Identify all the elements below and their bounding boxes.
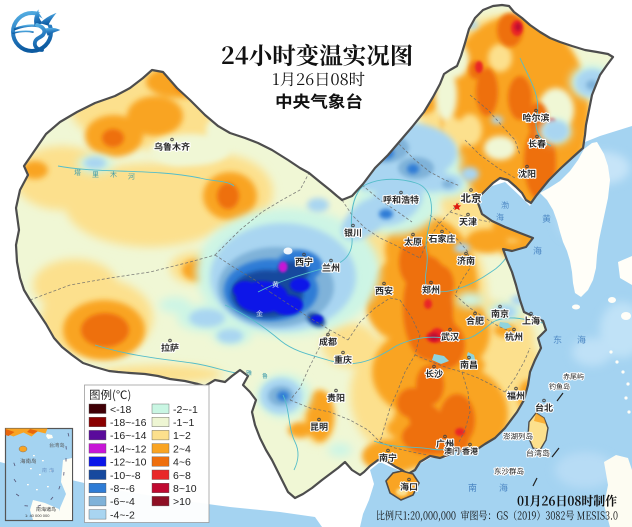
- svg-text:-8~-6: -8~-6: [110, 483, 135, 495]
- svg-text:-4~-2: -4~-2: [110, 509, 135, 521]
- svg-text:6~8: 6~8: [173, 470, 191, 482]
- svg-text:-2~-1: -2~-1: [173, 404, 198, 416]
- svg-text:1~2: 1~2: [173, 430, 191, 442]
- svg-text:>10: >10: [173, 496, 191, 508]
- svg-text:4~6: 4~6: [173, 457, 191, 469]
- svg-text:-16~-14: -16~-14: [110, 430, 147, 442]
- svg-text:-1~1: -1~1: [173, 417, 194, 429]
- svg-text:-14~-12: -14~-12: [110, 443, 147, 455]
- svg-text:-18~-16: -18~-16: [110, 417, 147, 429]
- svg-text:-10~-8: -10~-8: [110, 470, 141, 482]
- svg-text:2~4: 2~4: [173, 443, 191, 455]
- svg-text:<-18: <-18: [110, 404, 131, 416]
- svg-text:8~10: 8~10: [173, 483, 197, 495]
- svg-text:1: 40 000 000: 1: 40 000 000: [25, 513, 50, 518]
- svg-text:-6~-4: -6~-4: [110, 496, 135, 508]
- svg-text:-12~-10: -12~-10: [110, 457, 147, 469]
